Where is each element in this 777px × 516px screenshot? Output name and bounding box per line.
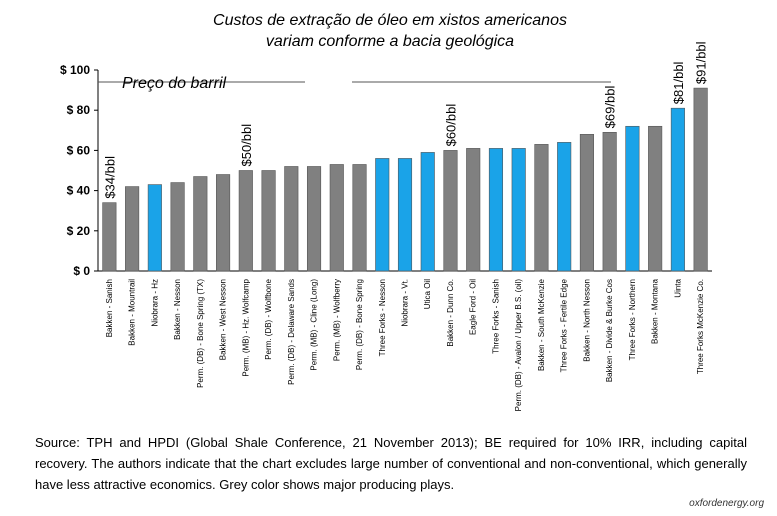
bar (511, 148, 526, 272)
y-tick-label: $ 60 (67, 143, 91, 157)
x-tick-label: Bakken - Divide & Burke Cos (605, 279, 614, 382)
bar (125, 186, 140, 272)
bar (443, 150, 458, 272)
data-label: $34/bbl (102, 156, 117, 199)
bar (261, 170, 276, 272)
x-tick-label: Three Forks - Sanish (491, 279, 500, 354)
bar (397, 158, 413, 272)
bar (284, 166, 299, 272)
data-label: $60/bbl (443, 104, 458, 147)
y-tick-label: $ 80 (67, 103, 91, 117)
bar (170, 182, 185, 272)
x-tick-label: Perm. (DB) - Delaware Sands (287, 279, 296, 385)
y-tick-label: $ 100 (60, 63, 90, 77)
data-label: $81/bbl (671, 61, 686, 104)
data-label: $91/bbl (694, 41, 709, 84)
bar (488, 148, 504, 272)
bar (375, 158, 390, 272)
bar (238, 170, 253, 272)
bar (648, 125, 663, 272)
bar (216, 174, 231, 272)
bar (147, 184, 162, 272)
bar (420, 152, 435, 272)
chart-title-line-1: Custos de extração de óleo em xistos ame… (213, 12, 567, 29)
bar (306, 166, 322, 272)
x-tick-label: Perm. (MB) - Wolfberry (332, 279, 341, 361)
bar (329, 164, 344, 272)
data-label: $50/bbl (239, 124, 254, 167)
x-tick-label: Perm. (DB) - Wolfbone (264, 278, 273, 359)
bar (193, 176, 208, 272)
x-tick-label: Bakken - Dunn Co. (446, 279, 455, 347)
x-tick-label: Bakken - Mountrail (128, 279, 137, 346)
bar-chart: $ 0 $ 20 $ 40 $ 60 $ 80 $ 100 Preço do barril B… (60, 41, 712, 412)
y-tick-label: $ 40 (67, 184, 91, 198)
x-tick-label: Bakken - South McKenzie (537, 278, 546, 371)
bar (352, 164, 367, 272)
x-tick-label: Three Forks - Nesson (378, 279, 387, 356)
chart-title-line-2: variam conforme a bacia geológica (265, 33, 515, 50)
credit-text: oxfordenergy.org (689, 498, 764, 509)
chart-title: Custos de extração de óleo em xistos ame… (160, 10, 620, 52)
bar (693, 87, 708, 272)
x-tick-label: Bakken - Montana (651, 278, 660, 343)
x-tick-label: Niobrara - Hz (150, 279, 159, 327)
x-tick-label: Niobrara - Vt. (401, 279, 410, 327)
x-tick-label: Bakken - West Nesson (219, 279, 228, 360)
bar (625, 125, 640, 272)
reference-line-label: Preço do barril (122, 75, 226, 92)
x-tick-label: Utica Oil (423, 279, 432, 309)
x-tick-label: Three Forks - Fertile Edge (560, 278, 569, 372)
x-tick-label: Three Forks McKenzie Co. (696, 279, 705, 374)
bar (670, 107, 685, 272)
x-tick-label: Bakken - Nesson (173, 279, 182, 340)
bar (534, 144, 549, 272)
x-tick-label: Perm. (MB) - Cline (Long) (310, 279, 319, 371)
x-tick-label: Perm. (MB) - Hz. Wolfcamp (241, 278, 250, 376)
data-label: $69/bbl (603, 86, 618, 129)
x-tick-label: Perm. (DB) - Bone Spring (355, 279, 364, 370)
bar (602, 132, 617, 272)
x-tick-label: Bakken - Sanish (105, 279, 114, 337)
y-tick-label: $ 20 (67, 224, 91, 238)
x-tick-label: Three Forks - Northern (628, 279, 637, 360)
y-tick-label: $ 0 (73, 264, 90, 278)
x-tick-label: Perm. (DB) - Avalon / Upper B.S. (oil) (514, 279, 523, 412)
x-tick-label: Uinta (673, 278, 682, 297)
x-tick-label: Bakken - North Nesson (582, 279, 591, 362)
bar (466, 148, 481, 272)
bar (102, 202, 117, 272)
source-note: Source: TPH and HPDI (Global Shale Confe… (35, 435, 747, 492)
bar (579, 134, 594, 272)
x-tick-label: Eagle Ford - Oil (469, 279, 478, 335)
bar (557, 142, 572, 272)
x-tick-label: Perm. (DB) - Bone Spring (TX) (196, 279, 205, 388)
